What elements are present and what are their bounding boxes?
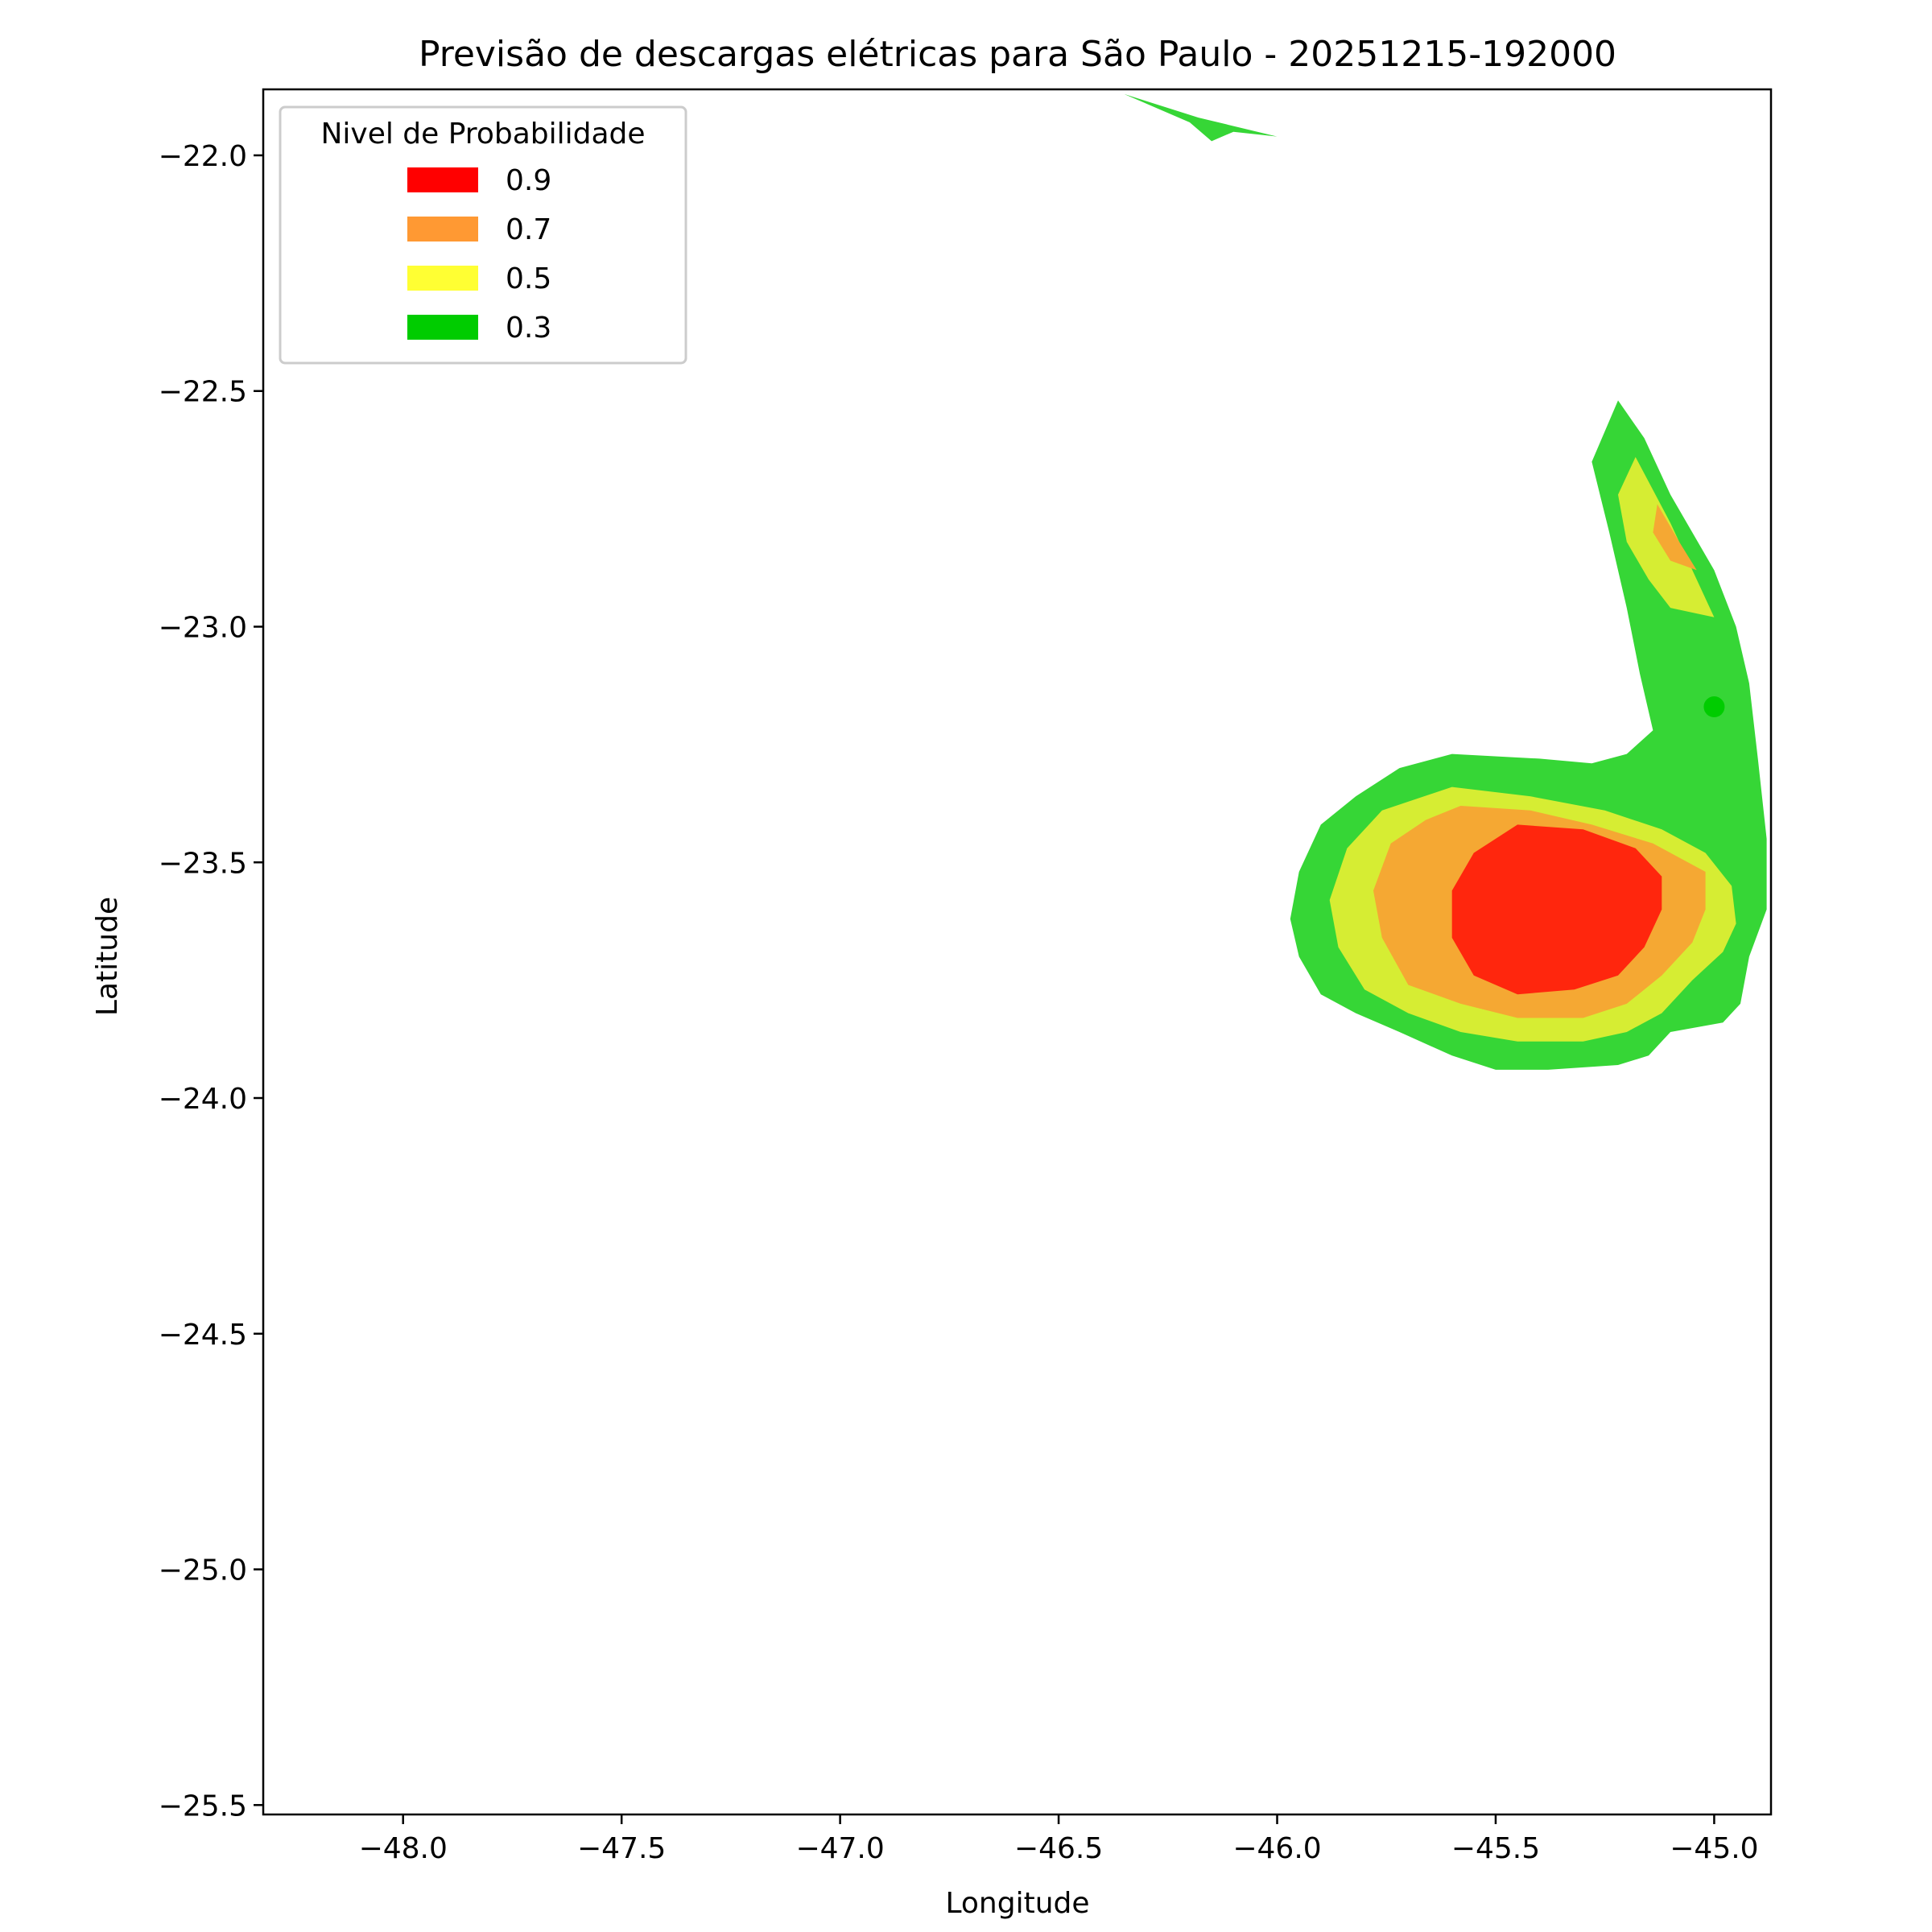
marker-point-0: [1703, 696, 1725, 718]
y-tick-label: −25.0: [159, 1554, 247, 1587]
y-tick-label: −22.0: [159, 140, 247, 173]
legend: Nivel de Probabilidade 0.9 0.7 0.5 0.3: [279, 105, 687, 365]
legend-swatch-05: [407, 266, 478, 291]
chart-title: Previsão de descargas elétricas para São…: [419, 34, 1616, 75]
legend-swatch-07: [407, 217, 478, 242]
y-tick-label: −22.5: [159, 376, 247, 409]
y-tick-label: −24.0: [159, 1083, 247, 1116]
x-axis-ticks: −48.0 −47.5 −47.0 −46.5 −46.0 −45.5 −45.0: [359, 1814, 1759, 1865]
legend-label: 0.5: [506, 262, 551, 295]
legend-title: Nivel de Probabilidade: [320, 118, 645, 151]
y-tick-label: −25.5: [159, 1790, 247, 1823]
y-tick-label: −23.0: [159, 611, 247, 644]
x-tick-label: −45.5: [1451, 1832, 1540, 1865]
x-tick-label: −48.0: [359, 1832, 448, 1865]
legend-box: [279, 105, 687, 365]
markers-layer: [1703, 696, 1725, 718]
contour-region-03-0: [1124, 93, 1278, 142]
plot-area-frame: [262, 88, 1773, 1816]
legend-label: 0.7: [506, 213, 551, 246]
x-tick-label: −47.0: [795, 1832, 884, 1865]
x-tick-label: −45.0: [1670, 1832, 1758, 1865]
x-axis-label: Longitude: [945, 1887, 1089, 1920]
legend-label: 0.9: [506, 164, 551, 197]
x-tick-label: −47.5: [577, 1832, 666, 1865]
x-tick-label: −46.0: [1232, 1832, 1321, 1865]
contour-region-07-4: [1653, 504, 1697, 571]
contour-region-09-6: [1451, 824, 1662, 995]
legend-label: 0.3: [506, 312, 551, 345]
contour-regions: [1124, 93, 1767, 1070]
legend-swatch-09: [407, 167, 478, 192]
y-axis-ticks: −22.0 −22.5 −23.0 −23.5 −24.0 −24.5 −25.0 −25.5: [159, 140, 263, 1823]
x-tick-label: −46.5: [1014, 1832, 1103, 1865]
y-tick-label: −23.5: [159, 847, 247, 880]
y-axis-label: Latitude: [91, 897, 124, 1016]
y-tick-label: −24.5: [159, 1319, 247, 1352]
legend-swatch-03: [407, 315, 478, 340]
